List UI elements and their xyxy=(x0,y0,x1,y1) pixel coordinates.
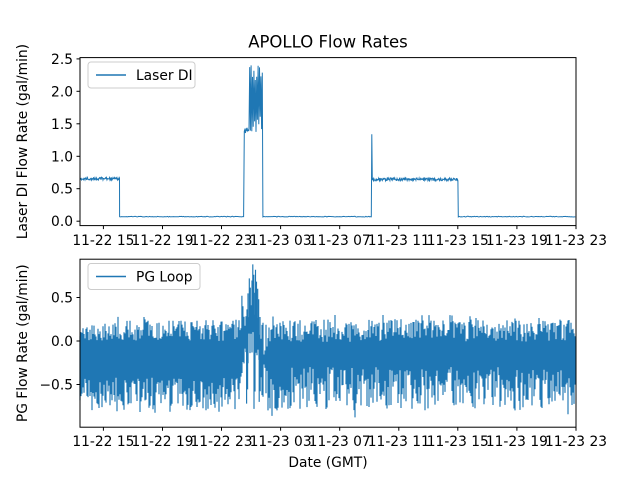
pg-loop-legend-label: PG Loop xyxy=(136,270,192,286)
laser-di-legend-label: Laser DI xyxy=(136,68,193,84)
x-tick-label: 11-23 23 xyxy=(545,233,607,249)
y-tick-label: 0.0 xyxy=(51,334,73,350)
pg-loop-legend: PG Loop xyxy=(87,263,201,290)
x-tick-label: 11-23 23 xyxy=(545,434,607,450)
pg-ylabel: PG Flow Rate (gal/min) xyxy=(15,264,31,422)
x-tick-label: 11-23 19 xyxy=(486,233,548,249)
y-tick-label: 1.0 xyxy=(51,149,73,165)
x-tick-label: 11-23 19 xyxy=(486,434,548,450)
figure-title: APOLLO Flow Rates xyxy=(248,33,408,52)
axes-frame xyxy=(79,57,577,227)
legend-box xyxy=(87,61,196,89)
x-tick-label: 11-23 03 xyxy=(250,434,312,450)
y-tick-label: 0.5 xyxy=(51,182,73,198)
x-tick-label: 11-23 11 xyxy=(368,233,430,249)
date-xlabel: Date (GMT) xyxy=(288,455,367,471)
x-tick-label: 11-22 15 xyxy=(72,233,134,249)
y-tick-label: 2.0 xyxy=(51,84,73,100)
legend-box xyxy=(87,263,201,290)
x-tick-label: 11-22 19 xyxy=(131,233,193,249)
x-tick-label: 11-22 15 xyxy=(72,434,134,450)
x-tick-label: 11-23 15 xyxy=(427,233,489,249)
laser-di-ylabel: Laser DI Flow Rate (gal/min) xyxy=(15,44,31,239)
x-tick-label: 11-23 11 xyxy=(368,434,430,450)
x-tick-label: 11-23 03 xyxy=(250,233,312,249)
x-tick-label: 11-23 07 xyxy=(309,233,371,249)
axes-frame xyxy=(79,258,577,428)
laser-di-series xyxy=(79,65,576,218)
x-tick-label: 11-22 23 xyxy=(190,434,252,450)
x-tick-label: 11-23 15 xyxy=(427,434,489,450)
x-tick-label: 11-22 19 xyxy=(131,434,193,450)
x-tick-label: 11-23 07 xyxy=(309,434,371,450)
laser-di-legend: Laser DI xyxy=(87,61,196,89)
y-tick-label: 2.5 xyxy=(51,52,73,68)
y-tick-label: 1.5 xyxy=(51,117,73,133)
x-tick-label: 11-22 23 xyxy=(190,233,252,249)
y-tick-label: 0.0 xyxy=(51,214,73,230)
y-tick-label: 0.5 xyxy=(51,291,73,307)
y-tick-label: −0.5 xyxy=(39,378,73,394)
